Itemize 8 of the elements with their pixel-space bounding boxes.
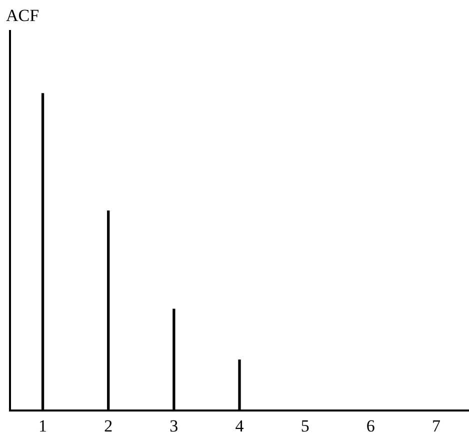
x-tick-label: 6 xyxy=(366,416,375,436)
x-tick-label: 1 xyxy=(38,416,48,436)
x-tick-label: 3 xyxy=(170,416,178,436)
x-tick-label: 4 xyxy=(235,416,244,436)
x-tick-label: 2 xyxy=(104,416,113,436)
x-tick-label: 5 xyxy=(300,416,310,436)
x-tick-label: 7 xyxy=(432,416,441,436)
y-axis-title: ACF xyxy=(6,6,40,26)
